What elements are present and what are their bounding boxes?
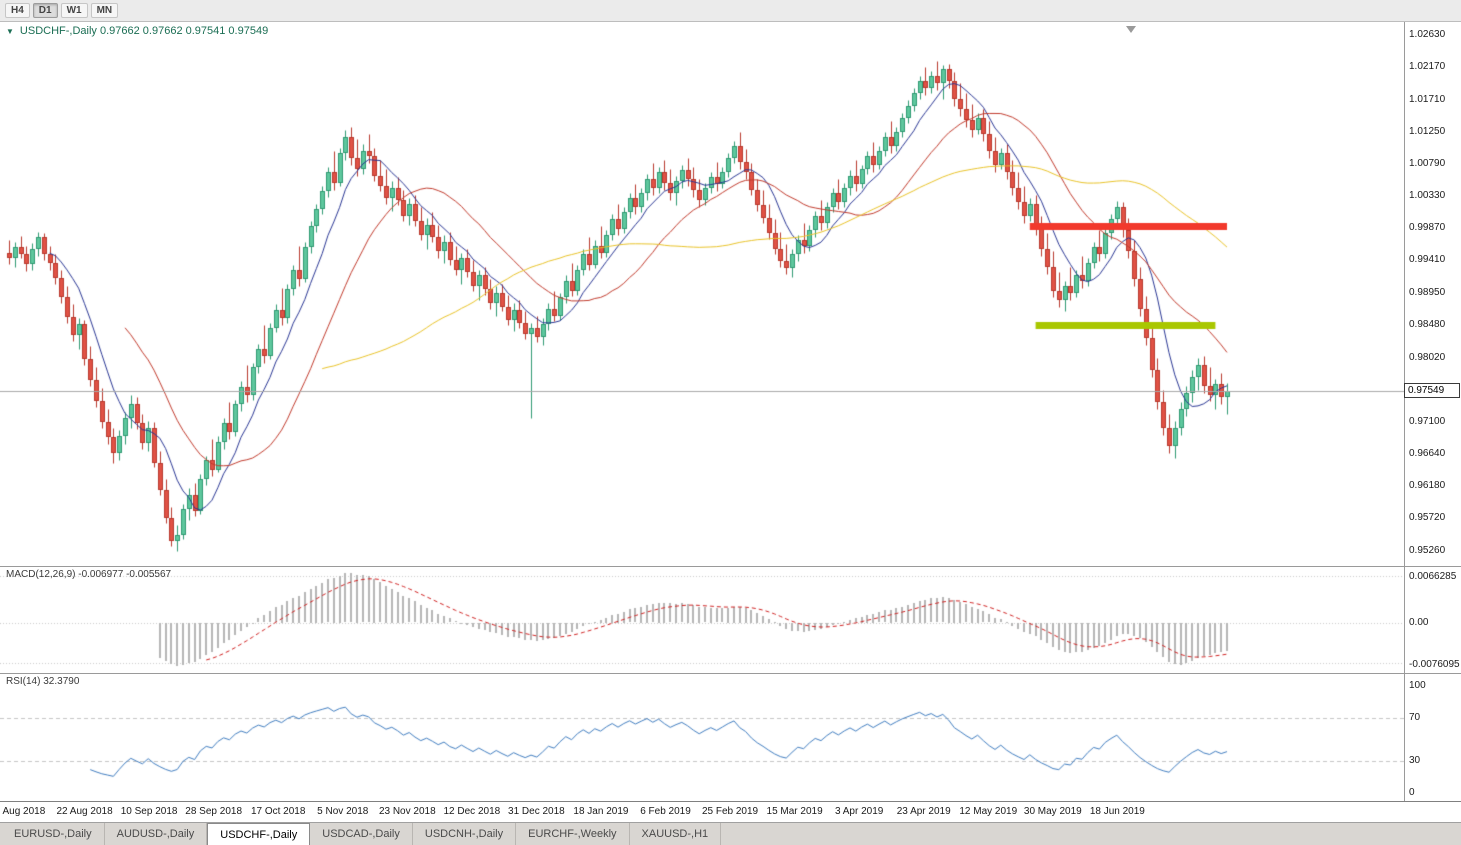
macd-axis-label: 0.0066285	[1409, 571, 1457, 582]
date-axis-label: 18 Jun 2019	[1089, 806, 1145, 817]
price-axis-label: 0.98480	[1409, 319, 1446, 331]
price-axis-label: 0.98020	[1409, 351, 1446, 363]
chart-tab-audusd-daily[interactable]: AUDUSD-,Daily	[105, 823, 208, 845]
price-axis-label: 1.02170	[1409, 61, 1446, 73]
rsi-axis-label: 30	[1409, 754, 1421, 766]
chart-title-text: USDCHF-,Daily 0.97662 0.97662 0.97541 0.…	[19, 25, 269, 37]
timeframe-button-w1[interactable]: W1	[60, 3, 88, 18]
date-axis-label: 15 Mar 2019	[766, 806, 823, 817]
chart-collapse-icon: ▼	[6, 26, 14, 36]
rsi-axis-label: 70	[1409, 712, 1421, 724]
rsi-axis-label: 0	[1409, 787, 1415, 798]
main-chart-panel[interactable]: ▼ USDCHF-,Daily 0.97662 0.97662 0.97541 …	[0, 22, 1461, 566]
date-axis-label: 17 Oct 2018	[250, 806, 306, 817]
date-axis-label: 25 Feb 2019	[701, 806, 759, 817]
chart-tab-usdcnh-daily[interactable]: USDCNH-,Daily	[413, 823, 517, 845]
chart-tab-usdcad-daily[interactable]: USDCAD-,Daily	[310, 823, 413, 845]
date-axis-label: 28 Sep 2018	[185, 806, 242, 817]
macd-canvas[interactable]	[0, 567, 1404, 672]
chart-tab-bar: EURUSD-,Daily AUDUSD-,Daily USDCHF-,Daily U…	[0, 822, 1461, 845]
current-price-badge: 0.97549	[1404, 382, 1460, 398]
rsi-indicator-panel[interactable]: RSI(14) 32.3790 100 70 30 0	[0, 673, 1461, 801]
current-price-value: 0.97549	[1408, 384, 1445, 396]
price-axis-label: 0.96640	[1409, 448, 1446, 460]
rsi-header: RSI(14) 32.3790	[6, 676, 80, 687]
date-axis-label: 3 Apr 2019	[834, 806, 884, 817]
timeframe-toolbar: H4 D1 W1 MN	[0, 0, 1461, 22]
price-axis-label: 1.01710	[1409, 93, 1446, 105]
chart-shift-marker-icon[interactable]	[1126, 26, 1136, 33]
timeframe-button-d1[interactable]: D1	[32, 3, 58, 18]
date-axis-label: 5 Nov 2018	[317, 806, 369, 817]
macd-axis-label: -0.0076095	[1409, 659, 1460, 670]
price-axis-label: 0.97100	[1409, 415, 1446, 427]
date-axis-label: 3 Aug 2018	[0, 806, 46, 817]
date-axis-label: 6 Feb 2019	[640, 806, 691, 817]
price-axis-label: 0.96180	[1409, 480, 1446, 492]
chart-title: ▼ USDCHF-,Daily 0.97662 0.97662 0.97541 …	[6, 25, 268, 37]
chart-tab-eurusd-daily[interactable]: EURUSD-,Daily	[2, 823, 105, 845]
price-axis-label: 1.02630	[1409, 29, 1446, 41]
rsi-axis-label: 100	[1409, 680, 1426, 691]
rsi-canvas[interactable]	[0, 674, 1404, 801]
date-axis-label: 31 Dec 2018	[508, 806, 565, 817]
price-axis-label: 0.99870	[1409, 222, 1446, 234]
price-axis-label: 0.99410	[1409, 254, 1446, 266]
time-axis: 3 Aug 2018 22 Aug 2018 10 Sep 2018 28 Sep 2…	[0, 801, 1461, 822]
date-axis-label: 23 Nov 2018	[378, 806, 436, 817]
macd-header: MACD(12,26,9) -0.006977 -0.005567	[6, 569, 172, 580]
macd-indicator-panel[interactable]: MACD(12,26,9) -0.006977 -0.005567 0.0066…	[0, 566, 1461, 673]
date-axis-label: 12 May 2019	[959, 806, 1018, 817]
price-axis-label: 1.01250	[1409, 125, 1446, 137]
price-axis-label: 0.98950	[1409, 286, 1446, 298]
date-axis-label: 22 Aug 2018	[56, 806, 113, 817]
date-axis-label: 12 Dec 2018	[443, 806, 501, 817]
timeframe-button-mn[interactable]: MN	[90, 3, 119, 18]
price-axis-label: 1.00330	[1409, 190, 1446, 202]
date-axis-label: 18 Jan 2019	[573, 806, 629, 817]
price-axis-label: 0.95720	[1409, 512, 1446, 524]
chart-tab-xauusd-h1[interactable]: XAUUSD-,H1	[630, 823, 722, 845]
price-axis-label: 0.95260	[1409, 544, 1446, 556]
date-axis-label: 30 May 2019	[1023, 806, 1082, 817]
timeframe-button-h4[interactable]: H4	[5, 3, 30, 18]
chart-tab-eurchf-weekly[interactable]: EURCHF-,Weekly	[516, 823, 630, 845]
price-chart-canvas[interactable]	[0, 22, 1404, 566]
macd-axis-label: 0.00	[1409, 616, 1429, 628]
date-axis-label: 10 Sep 2018	[120, 806, 178, 817]
chart-tab-usdchf-daily[interactable]: USDCHF-,Daily	[207, 823, 311, 845]
price-axis-border	[1404, 22, 1405, 801]
date-axis-label: 23 Apr 2019	[896, 806, 951, 817]
price-axis-label: 1.00790	[1409, 157, 1446, 169]
